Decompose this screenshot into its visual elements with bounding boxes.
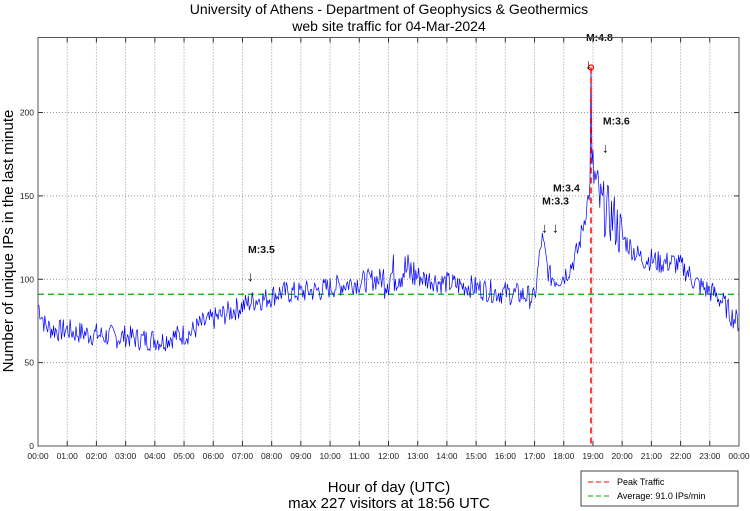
peak-marker: [587, 64, 595, 71]
x-tick-label: 05:00: [173, 451, 195, 461]
y-tick-label: 0: [29, 441, 34, 451]
x-tick-label: 03:00: [115, 451, 137, 461]
x-tick-label: 12:00: [378, 451, 400, 461]
traffic-series-line: [37, 67, 740, 352]
earthquake-annotation-label: M:3.5: [248, 244, 275, 256]
plot-frame: [37, 37, 740, 447]
x-tick-label: 23:00: [699, 451, 721, 461]
earthquake-annotation-label: M:4.8: [586, 32, 613, 44]
legend-peak-label: Peak Traffic: [617, 477, 665, 487]
tick-labels: 00:00 01:00 02:00 03:00 04:00 05:00 06:00 07:00…: [20, 108, 750, 461]
x-tick-label: 10:00: [319, 451, 341, 461]
x-tick-label: 18:00: [553, 451, 575, 461]
legend: Peak Traffic Average: 91.0 IPs/min: [580, 470, 739, 507]
x-tick-label: 08:00: [261, 451, 283, 461]
annotations: ↓ M:3.5 ↓ M:3.3 ↓ M:3.4 ↓ M:4.8 ↓ M:3.6: [247, 32, 630, 284]
x-tick-label: 16:00: [495, 451, 517, 461]
legend-box: [580, 470, 739, 507]
x-tick-label: 22:00: [670, 451, 692, 461]
y-tick-label: 100: [20, 274, 34, 284]
x-tick-label: 00:00: [27, 451, 49, 461]
chart-title: University of Athens - Department of Geo…: [190, 1, 588, 17]
x-tick-label: 19:00: [582, 451, 604, 461]
y-tick-label: 50: [25, 358, 35, 368]
arrow-down-icon: ↓: [552, 220, 559, 236]
series-layer: [37, 64, 740, 446]
y-axis-label: Number of unique IPs in the last minute: [0, 110, 17, 373]
x-tick-label: 15:00: [465, 451, 487, 461]
y-tick-label: 150: [20, 191, 34, 201]
x-tick-label: 04:00: [144, 451, 166, 461]
earthquake-annotation-label: M:3.6: [603, 116, 630, 128]
earthquake-annotation-label: M:3.4: [553, 183, 580, 195]
x-tick-label: 09:00: [290, 451, 312, 461]
arrow-down-icon: ↓: [541, 220, 548, 236]
x-tick-label: 06:00: [203, 451, 225, 461]
chart-subtitle: web site traffic for 04-Mar-2024: [291, 18, 486, 34]
x-tick-label: 00:00: [728, 451, 750, 461]
x-tick-label: 02:00: [86, 451, 108, 461]
x-axis-label: Hour of day (UTC): [328, 479, 451, 496]
x-tick-label: 20:00: [612, 451, 634, 461]
arrow-down-icon: ↓: [602, 140, 609, 156]
x-tick-label: 13:00: [407, 451, 429, 461]
x-tick-label: 11:00: [349, 451, 370, 461]
arrow-down-icon: ↓: [585, 56, 592, 72]
x-tick-label: 01:00: [57, 451, 79, 461]
grid: [37, 37, 740, 447]
x-tick-label: 17:00: [524, 451, 546, 461]
x-tick-label: 14:00: [436, 451, 458, 461]
x-axis-sublabel: max 227 visitors at 18:56 UTC: [288, 495, 490, 511]
x-tick-label: 07:00: [232, 451, 254, 461]
y-tick-label: 200: [20, 108, 34, 118]
earthquake-annotation-label: M:3.3: [542, 196, 569, 208]
arrow-down-icon: ↓: [247, 268, 254, 284]
legend-average-label: Average: 91.0 IPs/min: [617, 491, 705, 501]
x-tick-label: 21:00: [641, 451, 663, 461]
